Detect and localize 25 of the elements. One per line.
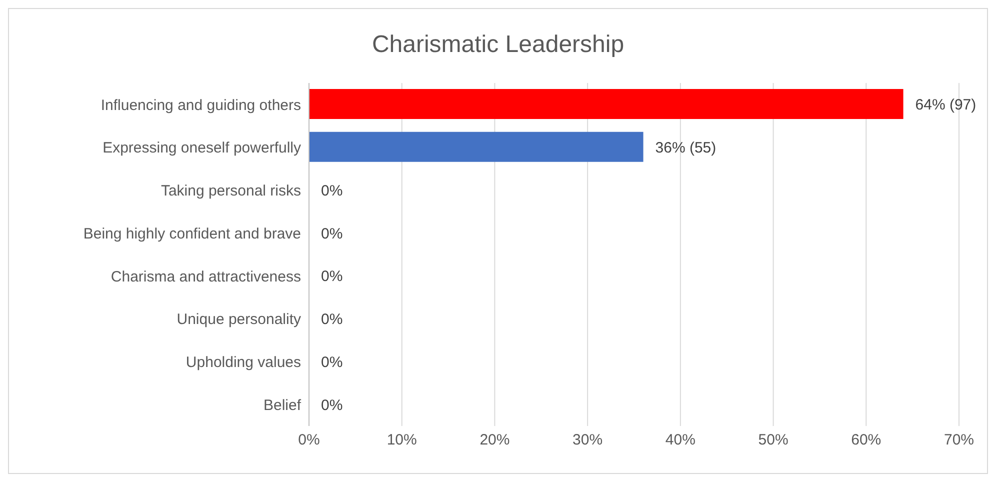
data-label: 0% [321, 396, 343, 414]
x-tick-label: 40% [665, 432, 696, 449]
y-tick-label: Belief [263, 396, 302, 414]
x-tick-label: 20% [480, 432, 510, 449]
y-tick-label: Being highly confident and brave [83, 225, 301, 242]
chart-title: Charismatic Leadership [370, 31, 626, 60]
data-label: 0% [321, 268, 343, 286]
data-label: 0% [321, 311, 343, 328]
x-tick-label: 70% [944, 432, 974, 449]
x-tick-label: 30% [572, 432, 603, 449]
x-tick-label: 0% [298, 432, 320, 449]
y-tick-label: Influencing and guiding others [100, 96, 301, 114]
x-tick-label: 10% [386, 432, 417, 449]
y-tick-label: Expressing oneself powerfully [102, 140, 302, 157]
y-tick-label: Upholding values [186, 354, 301, 372]
y-tick-label: Charisma and attractiveness [110, 268, 301, 286]
data-label: 64% (97) [915, 96, 976, 114]
y-tick-label: Taking personal risks [160, 182, 301, 200]
data-label: 0% [321, 225, 343, 242]
data-label: 36% (55) [655, 140, 716, 157]
x-tick-label: 60% [851, 432, 882, 449]
data-label: 0% [321, 182, 343, 200]
x-tick-label: 50% [758, 432, 788, 449]
data-label: 0% [321, 354, 343, 371]
y-tick-label: Unique personality [176, 311, 302, 328]
